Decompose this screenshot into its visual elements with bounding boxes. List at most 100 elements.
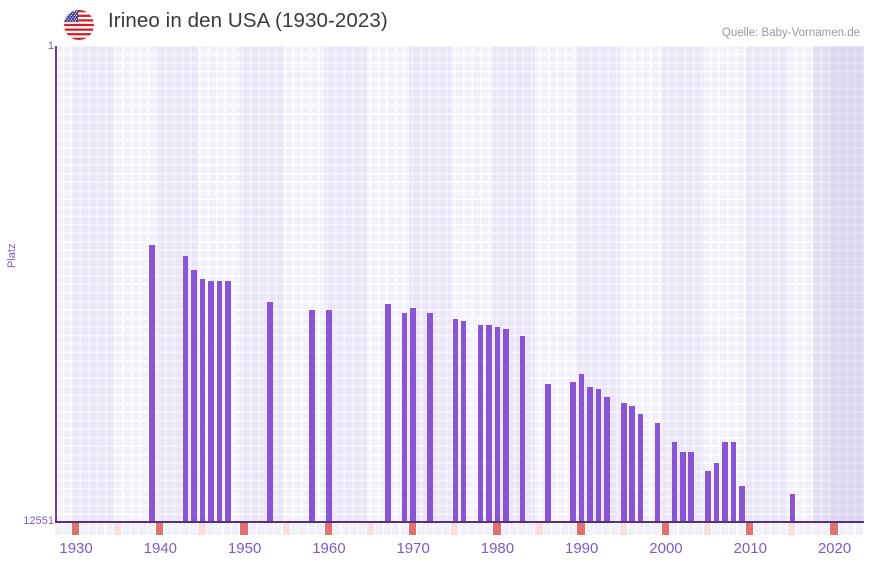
- bar[interactable]: [587, 387, 593, 522]
- tick-cell: [130, 523, 139, 535]
- bar[interactable]: [224, 281, 231, 522]
- bar[interactable]: [427, 313, 433, 522]
- bar[interactable]: [182, 256, 189, 522]
- tick-cell: [712, 523, 720, 535]
- tick-cell: [265, 523, 273, 535]
- bar[interactable]: [410, 307, 416, 522]
- bar[interactable]: [739, 485, 745, 522]
- tick-cell: [847, 523, 855, 535]
- no-data-shaded-region: [813, 46, 864, 522]
- bar[interactable]: [326, 309, 332, 522]
- tick-cell: [375, 523, 383, 535]
- tick-cell: [442, 523, 450, 535]
- y-axis-title: Platz: [6, 243, 18, 268]
- tick-cell: [290, 523, 299, 535]
- tick-cell: [577, 523, 585, 535]
- tick-cell: [805, 523, 813, 535]
- tick-cell: [307, 523, 316, 535]
- chart-header: Irineo in den USA (1930-2023) Quelle: Ba…: [0, 0, 873, 46]
- bar[interactable]: [452, 319, 459, 522]
- tick-cell: [552, 523, 560, 535]
- bar[interactable]: [519, 336, 526, 522]
- tick-cell: [88, 523, 97, 535]
- tick-cell: [754, 523, 762, 535]
- tick-cell: [526, 523, 535, 535]
- tick-cell: [838, 523, 847, 535]
- bar[interactable]: [401, 313, 408, 522]
- bar[interactable]: [671, 442, 678, 522]
- tick-cell: [762, 523, 771, 535]
- bar[interactable]: [191, 269, 197, 522]
- tick-cell: [333, 523, 341, 535]
- bar[interactable]: [570, 381, 577, 522]
- bar[interactable]: [267, 301, 273, 522]
- tick-cell: [113, 523, 122, 535]
- tick-cell: [383, 523, 391, 535]
- tick-cell: [400, 523, 408, 535]
- bar[interactable]: [494, 326, 501, 522]
- tick-cell: [274, 523, 282, 535]
- tick-cell: [105, 523, 113, 535]
- bar[interactable]: [460, 320, 467, 522]
- bar[interactable]: [789, 493, 796, 522]
- tick-cell: [97, 523, 105, 535]
- bar[interactable]: [629, 406, 636, 522]
- tick-cell: [594, 523, 602, 535]
- bar[interactable]: [149, 245, 155, 522]
- tick-cell: [164, 523, 172, 535]
- bar[interactable]: [216, 281, 223, 522]
- x-axis-tick-label: 2020: [817, 540, 852, 557]
- bar[interactable]: [637, 413, 644, 522]
- tick-cell: [678, 523, 686, 535]
- tick-cell: [206, 523, 214, 535]
- tick-cell: [703, 523, 712, 535]
- tick-cell: [467, 523, 476, 535]
- y-axis-line: [55, 46, 57, 522]
- bar[interactable]: [621, 402, 627, 522]
- bar[interactable]: [604, 396, 610, 522]
- usa-flag-icon: [64, 10, 94, 40]
- bar[interactable]: [578, 374, 585, 522]
- tick-cell: [147, 523, 155, 535]
- tick-cell: [417, 523, 425, 535]
- tick-cell: [223, 523, 231, 535]
- tick-cell: [257, 523, 265, 535]
- bar[interactable]: [486, 324, 492, 522]
- bar[interactable]: [477, 324, 484, 522]
- tick-cell: [661, 523, 670, 535]
- tick-cell: [349, 523, 358, 535]
- tick-cell: [172, 523, 181, 535]
- page-title: Irineo in den USA (1930-2023): [108, 9, 388, 32]
- plot-gridlines: [55, 46, 864, 522]
- x-axis-tick-label: 1990: [565, 540, 599, 557]
- bar[interactable]: [680, 451, 686, 522]
- tick-cell: [501, 523, 509, 535]
- bar[interactable]: [309, 309, 315, 522]
- bar[interactable]: [688, 451, 694, 522]
- tick-cell: [855, 523, 863, 535]
- bar[interactable]: [705, 470, 711, 522]
- tick-cell: [240, 523, 248, 535]
- x-axis-tick-label: 1930: [59, 540, 93, 557]
- bar[interactable]: [545, 383, 551, 522]
- tick-cell: [569, 523, 577, 535]
- bar[interactable]: [654, 423, 661, 522]
- bar[interactable]: [595, 389, 602, 522]
- tick-cell: [636, 523, 644, 535]
- tick-cell: [670, 523, 678, 535]
- tick-cell: [585, 523, 594, 535]
- bar[interactable]: [199, 279, 206, 522]
- tick-cell: [451, 523, 459, 535]
- tick-cell: [198, 523, 206, 535]
- bar[interactable]: [385, 303, 391, 522]
- bar[interactable]: [503, 328, 509, 522]
- x-axis-tick-label: 2000: [649, 540, 683, 557]
- bar[interactable]: [730, 442, 737, 522]
- y-axis-tick-top: 1: [47, 40, 54, 52]
- bar[interactable]: [208, 281, 214, 522]
- bar[interactable]: [713, 463, 720, 522]
- x-axis-tick-label: 1970: [396, 540, 430, 557]
- tick-cell: [299, 523, 307, 535]
- tick-cell: [55, 523, 63, 535]
- bar[interactable]: [722, 442, 728, 522]
